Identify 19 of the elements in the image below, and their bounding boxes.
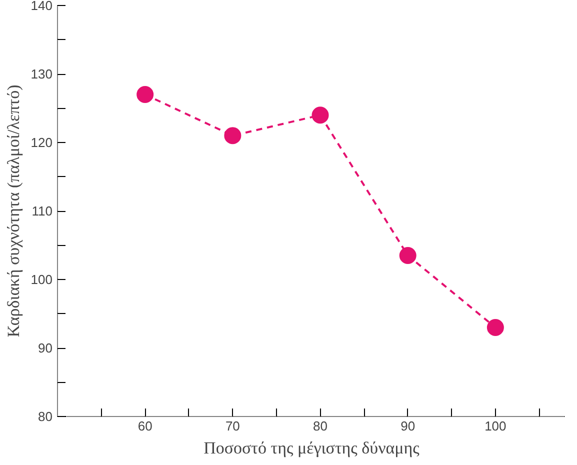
x-axis-title: Ποσοστό της μέγιστης δύναμης [204, 438, 420, 458]
x-tick-label: 100 [484, 418, 506, 434]
point [399, 247, 416, 264]
point [312, 106, 329, 124]
y-tick-label: 120 [30, 135, 53, 150]
x-tick-label: 80 [313, 418, 328, 434]
y-tick-label: 90 [38, 340, 53, 356]
x-tick-label: 60 [138, 418, 152, 434]
x-tick-label: 90 [400, 418, 416, 434]
y-tick-label: 80 [38, 409, 53, 424]
y-tick-label: 100 [30, 272, 53, 287]
y-tick-label: 140 [30, 0, 53, 13]
y-tick-label: 110 [32, 204, 53, 218]
point [136, 86, 154, 104]
point [486, 318, 504, 336]
x-tick-label: 70 [225, 418, 240, 434]
y-axis-title: Καρδιακή συχνότητα (παλμοί/λεπτό) [4, 84, 23, 338]
y-tick-label: 130 [30, 66, 53, 82]
point [224, 127, 242, 144]
